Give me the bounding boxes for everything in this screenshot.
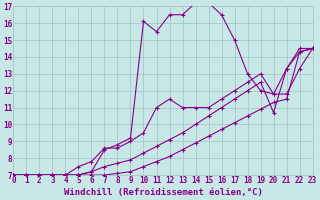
X-axis label: Windchill (Refroidissement éolien,°C): Windchill (Refroidissement éolien,°C) xyxy=(64,188,262,197)
